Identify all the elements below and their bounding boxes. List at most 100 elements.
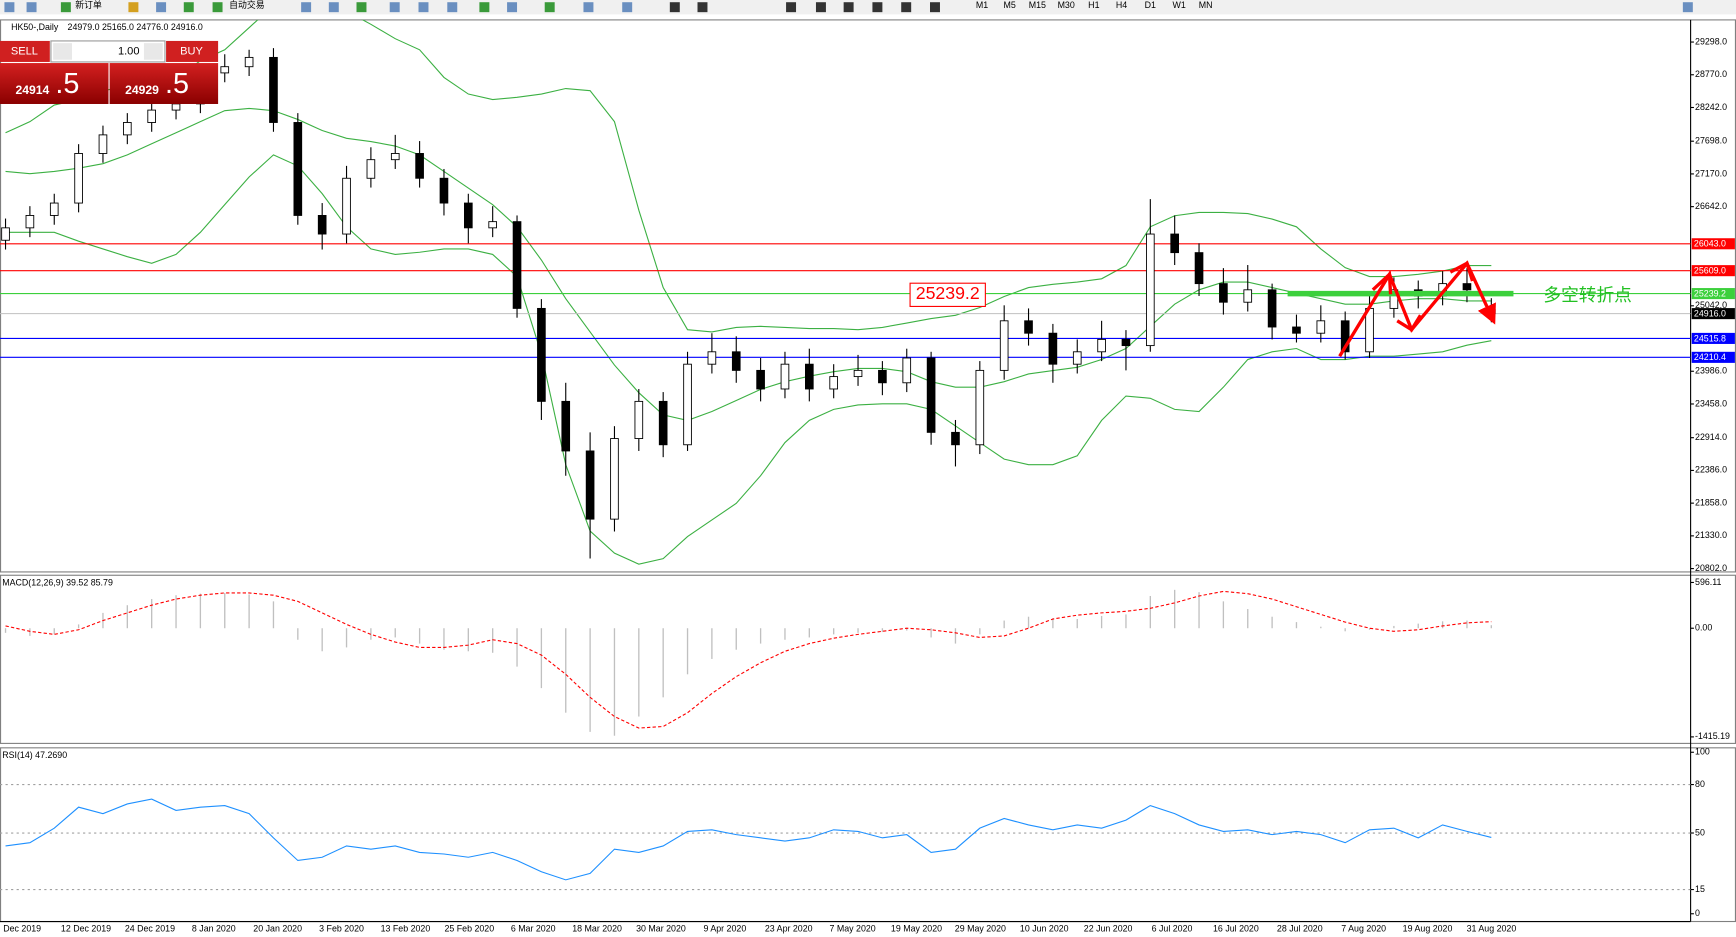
x-tick-label: 12 Dec 2019 (61, 924, 111, 934)
macd-bar (1174, 589, 1176, 629)
toolbar-button[interactable]: 新订单 (75, 0, 102, 10)
macd-bar (297, 628, 299, 640)
toolbar-button[interactable]: 自动交易 (229, 0, 264, 10)
level-label-box (1691, 265, 1735, 277)
timeframe-button[interactable]: M15 (1029, 0, 1046, 10)
timeframe-button[interactable]: H1 (1088, 0, 1099, 10)
macd-bar (881, 628, 884, 633)
macd-bar (613, 628, 616, 736)
timeframe-button[interactable]: D1 (1145, 0, 1156, 10)
toolbar (0, 0, 1736, 15)
sell-button[interactable] (0, 40, 50, 62)
candle-body (902, 357, 912, 384)
ask-pip: .5 (165, 68, 189, 100)
annotation-box (909, 282, 986, 307)
candle-body (25, 215, 35, 229)
candle-body (878, 369, 887, 384)
macd-bar (151, 599, 153, 629)
x-tick-label: 29 May 2020 (955, 924, 1006, 934)
chart-title: HK50-,Daily (11, 22, 59, 32)
timeframe-button[interactable]: MN (1199, 0, 1213, 10)
candle-body (561, 400, 571, 452)
bid-box[interactable] (0, 63, 109, 104)
macd-bar (857, 628, 859, 633)
timeframe-button[interactable]: M30 (1058, 0, 1075, 10)
candle-body (1292, 326, 1301, 334)
level-label-box (1691, 332, 1735, 344)
level-label: 26043.0 (1694, 239, 1726, 249)
x-tick-label: 16 Jul 2020 (1213, 924, 1259, 934)
ask-box[interactable] (109, 63, 219, 104)
candle-body (585, 450, 595, 520)
y-tick-label: 28242.0 (1695, 102, 1727, 112)
candle-body (951, 431, 960, 446)
macd-bar (1368, 628, 1371, 630)
level-label: 24515.8 (1694, 333, 1726, 343)
candle-body (390, 153, 400, 161)
x-tick-label: 6 Mar 2020 (511, 924, 556, 934)
level-label: 25609.0 (1694, 266, 1726, 276)
macd-bar (954, 628, 957, 644)
macd-bar (1076, 619, 1078, 629)
bollinger-band (5, 154, 1492, 565)
y-tick-label: 26642.0 (1695, 201, 1727, 211)
macd-bar (418, 628, 421, 644)
candle-body (707, 351, 717, 365)
candle-body (123, 122, 132, 136)
lot-input[interactable] (50, 40, 166, 63)
macd-bar (833, 628, 835, 635)
candle-body (512, 221, 522, 309)
candle-body (975, 369, 985, 446)
lot-increase[interactable] (143, 43, 163, 60)
candle-body (464, 202, 473, 229)
candle-body (366, 159, 376, 179)
macd-bar (1003, 620, 1005, 629)
rsi-plot (0, 784, 1691, 891)
macd-bar (443, 628, 445, 650)
candle-body (780, 363, 790, 390)
y-tick-label: 20802.0 (1695, 563, 1727, 573)
sell-label: SELL (11, 45, 38, 57)
timeframe-button[interactable]: W1 (1172, 0, 1185, 10)
timeframe-button[interactable]: H4 (1116, 0, 1127, 10)
x-tick-label: 8 Jan 2020 (192, 924, 236, 934)
macd-bar (1222, 601, 1225, 629)
bid-pip: .5 (55, 68, 79, 100)
y-tick-label: 15 (1695, 884, 1705, 894)
x-tick-label: 22 Jun 2020 (1084, 924, 1133, 934)
lot-value: 1.00 (118, 45, 140, 57)
x-tick-label: 25 Feb 2020 (444, 924, 494, 934)
candle-body (634, 400, 644, 440)
lot-decrease[interactable] (53, 43, 72, 60)
one-click-trading: SELL 1.00 BUY 24914 .5 24929 .5 (0, 40, 219, 104)
candle-body (1194, 252, 1204, 285)
buy-button[interactable] (166, 40, 219, 62)
macd-bar (4, 628, 7, 633)
x-tick-label: 18 Mar 2020 (572, 924, 622, 934)
macd-bar (1271, 616, 1273, 629)
candle-body (805, 363, 814, 390)
rsi-panel (0, 747, 1736, 923)
x-tick-label: 19 May 2020 (891, 924, 942, 934)
y-tick-label: 0.00 (1695, 623, 1712, 633)
timeframe-button[interactable]: M5 (1004, 0, 1016, 10)
candle-body (415, 153, 424, 179)
candle-body (98, 134, 108, 154)
x-tick-label: 19 Aug 2020 (1403, 924, 1453, 934)
macd-signal (5, 590, 1492, 729)
x-tick-label: 7 May 2020 (829, 924, 875, 934)
timeframe-button[interactable]: M1 (976, 0, 988, 10)
candle-body (49, 202, 59, 216)
macd-bar (126, 605, 128, 629)
candle-body (658, 400, 668, 446)
candle-body (317, 215, 327, 235)
y-tick-label: -1415.19 (1695, 731, 1730, 741)
y-tick-label: 22914.0 (1695, 432, 1727, 442)
toolbar-icons (4, 2, 1693, 13)
macd-bar (930, 628, 932, 638)
candle-body (610, 438, 619, 520)
macd-bar (662, 628, 664, 698)
macd-bar (1247, 609, 1249, 629)
macd-bar (1198, 592, 1200, 629)
